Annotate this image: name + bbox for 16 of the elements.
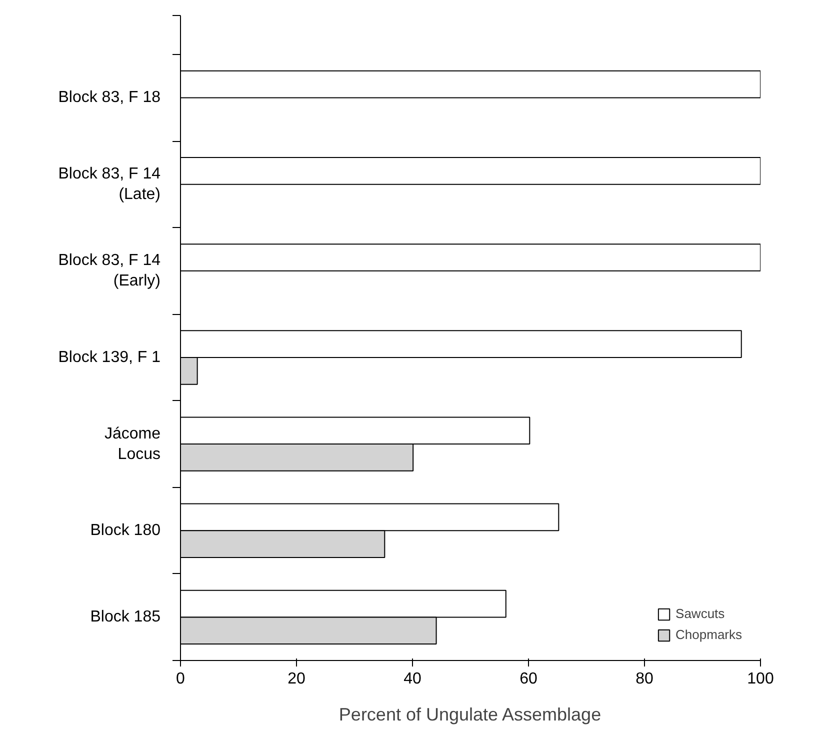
y-tick-label: Block 83, F 14 (Late)	[58, 166, 161, 204]
x-tick-label: 60	[520, 670, 538, 688]
y-tick-label: Block 83, F 14 (Early)	[58, 252, 161, 290]
x-tick-label: 0	[176, 670, 186, 688]
x-tick-label: 20	[288, 670, 306, 688]
x-axis-title: Percent of Ungulate Assemblage	[338, 704, 602, 724]
y-tick-label: Block 180	[90, 522, 161, 540]
x-tick-label: 80	[636, 670, 654, 688]
y-tick-label: Jácome Locus	[104, 425, 161, 463]
legend-label: Sawcuts	[676, 606, 725, 621]
x-tick-label: 40	[404, 670, 422, 688]
legend-label: Chopmarks	[676, 627, 742, 642]
x-tick-label: 100	[747, 670, 774, 688]
y-tick-label: Block 185	[90, 608, 161, 626]
y-tick-label: Block 83, F 18	[58, 89, 161, 106]
y-tick-label: Block 139, F 1	[58, 348, 161, 366]
